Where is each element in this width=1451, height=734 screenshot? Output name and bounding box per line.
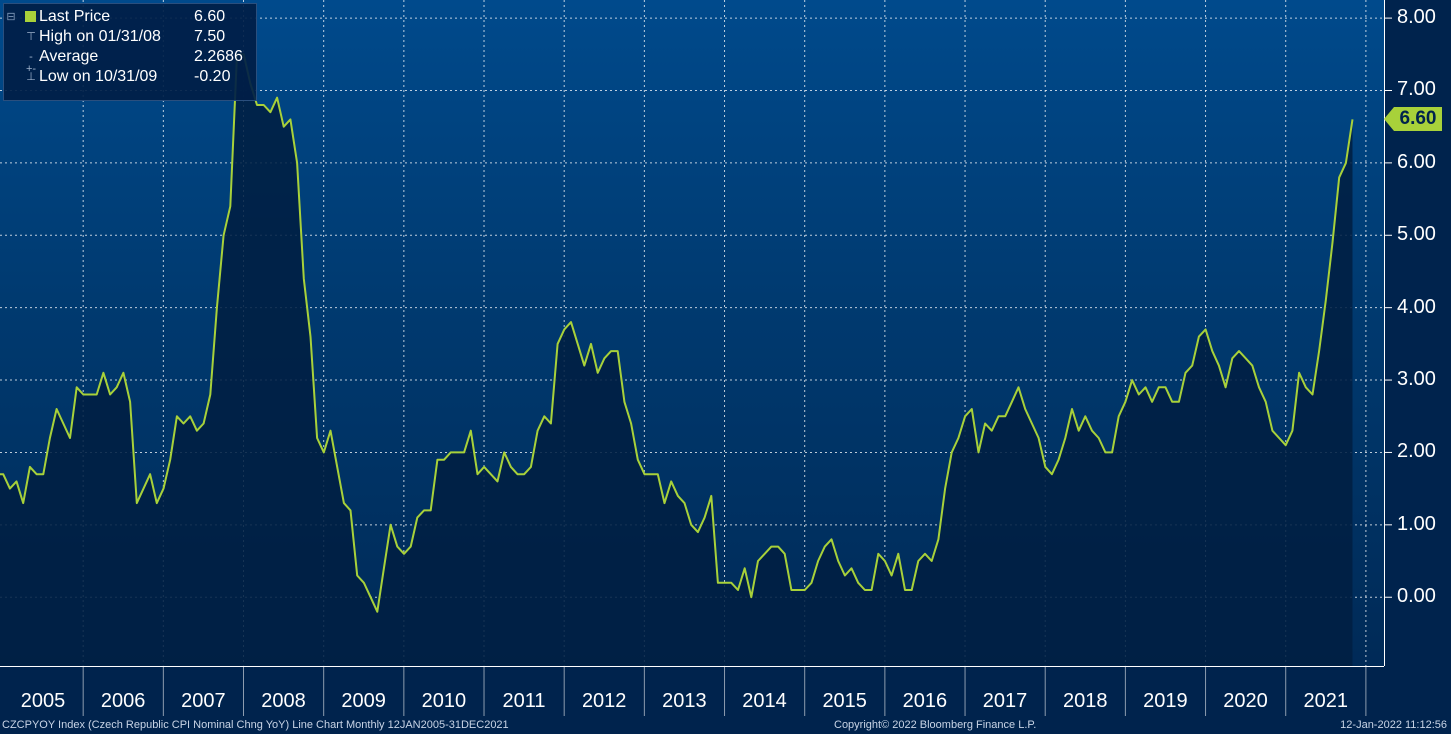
series-layer xyxy=(0,53,1354,666)
legend-square-icon xyxy=(25,11,36,22)
legend-label-low: Low on 10/31/09 xyxy=(39,68,158,85)
legend-value-high: 7.50 xyxy=(194,28,226,45)
x-tick-label: 2010 xyxy=(421,690,467,712)
high-marker-icon: ⊤ xyxy=(26,31,36,43)
plot-area xyxy=(0,0,1384,666)
x-axis xyxy=(0,666,1451,716)
legend-row-low: ⊥ Low on 10/31/09 -0.20 xyxy=(4,67,256,87)
x-tick-label: 2005 xyxy=(20,690,66,712)
footer-timestamp: 12-Jan-2022 11:12:56 xyxy=(1340,719,1447,731)
legend-row-high: ⊤ High on 01/31/08 7.50 xyxy=(4,27,256,47)
x-tick-label: 2019 xyxy=(1143,690,1188,712)
legend-value-average: 2.2686 xyxy=(194,48,243,65)
legend-box[interactable]: ⊟ Last Price 6.60 ⊤ High on 01/31/08 7.5… xyxy=(3,3,257,101)
y-tick-label: 3.00 xyxy=(1397,368,1436,391)
y-tick-label: 1.00 xyxy=(1397,512,1436,535)
line-chart xyxy=(0,0,1384,666)
series-area xyxy=(0,54,1353,666)
legend-value-low: -0.20 xyxy=(194,68,231,85)
x-tick-label: 2020 xyxy=(1223,690,1268,712)
last-value-tag: 6.60 xyxy=(1384,107,1442,132)
legend-label-average: Average xyxy=(39,48,99,65)
y-tick-label: 4.00 xyxy=(1397,295,1436,318)
low-marker-icon: ⊥ xyxy=(26,71,36,83)
x-tick-label: 2017 xyxy=(982,690,1028,712)
x-tick-label: 2009 xyxy=(341,690,386,712)
x-axis-ticks xyxy=(0,666,1384,716)
footer: CZCPYOY Index (Czech Republic CPI Nomina… xyxy=(0,716,1451,734)
x-tick-label: 2007 xyxy=(181,690,226,712)
y-tick-label: 0.00 xyxy=(1397,585,1436,608)
average-marker-icon: -+- xyxy=(25,51,37,75)
footer-copyright: Copyright© 2022 Bloomberg Finance L.P. xyxy=(834,719,1037,731)
y-tick-label: 8.00 xyxy=(1397,6,1436,29)
last-value-tag-shape xyxy=(1384,107,1442,132)
series-line-last-price xyxy=(0,53,1354,613)
legend-label-last-price: Last Price xyxy=(39,8,111,25)
x-tick-label: 2013 xyxy=(662,690,707,712)
legend-value-last-price: 6.60 xyxy=(194,8,226,25)
legend-label-high: High on 01/31/08 xyxy=(39,28,161,45)
legend-toggle-icon[interactable]: ⊟ xyxy=(6,11,16,23)
y-tick-label: 6.00 xyxy=(1397,150,1436,173)
legend-row-average: -+- Average 2.2686 xyxy=(4,47,256,75)
x-tick-label: 2016 xyxy=(902,690,948,712)
y-tick-label: 5.00 xyxy=(1397,223,1436,246)
legend-row-last-price[interactable]: ⊟ Last Price 6.60 xyxy=(4,7,256,27)
last-value-text: 6.60 xyxy=(1399,108,1437,130)
y-axis-ticks xyxy=(1384,0,1392,666)
x-tick-label: 2008 xyxy=(261,690,306,712)
y-tick-label: 7.00 xyxy=(1397,78,1436,101)
x-tick-label: 2015 xyxy=(822,690,867,712)
x-tick-label: 2006 xyxy=(100,690,146,712)
footer-ticker-description: CZCPYOY Index (Czech Republic CPI Nomina… xyxy=(2,719,509,731)
x-tick-label: 2021 xyxy=(1303,690,1348,712)
x-tick-label: 2012 xyxy=(581,690,627,712)
x-tick-label: 2011 xyxy=(502,690,546,712)
x-tick-label: 2018 xyxy=(1062,690,1108,712)
y-tick-label: 2.00 xyxy=(1397,440,1436,463)
x-tick-label: 2014 xyxy=(742,690,787,712)
